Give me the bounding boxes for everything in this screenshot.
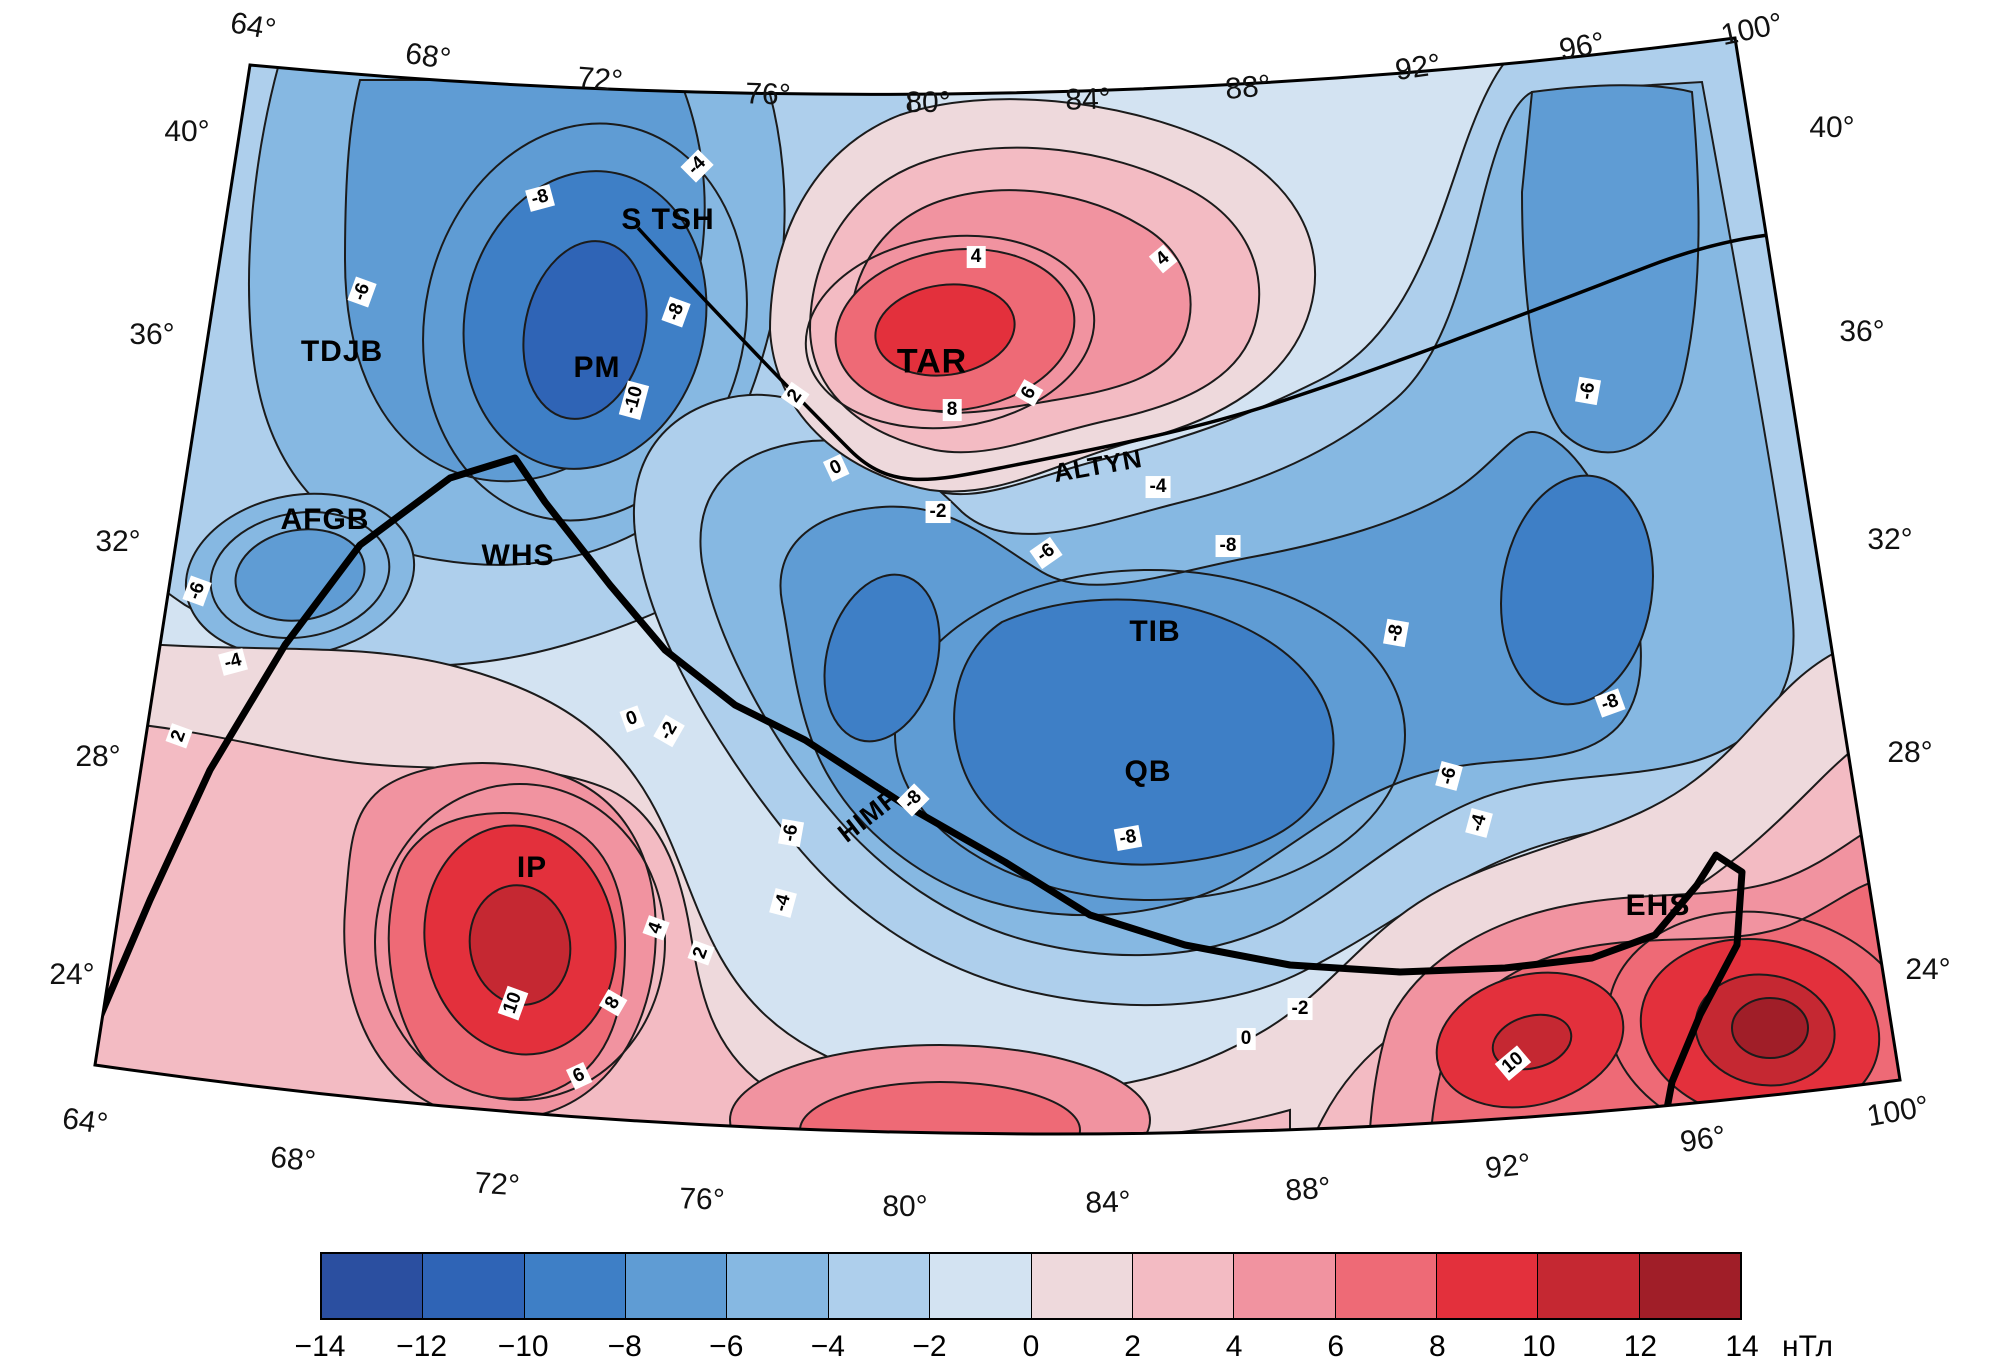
colorbar-cell [626,1254,728,1318]
colorbar [320,1252,1742,1320]
colorbar-cell [1538,1254,1640,1318]
colorbar-cell [524,1254,627,1318]
colorbar-tick-label: 0 [1022,1330,1040,1363]
colorbar-tick-label: 10 [1522,1330,1556,1363]
colorbar-tick-label: −2 [912,1330,947,1363]
colorbar-cell [727,1254,829,1318]
west-low-blob [823,573,941,743]
anomaly-map-svg [93,36,1902,1136]
tar-high-core-8 [874,283,1016,377]
ehs-east-core-12 [1731,997,1809,1059]
contour-field [95,38,1900,1134]
colorbar-tick-label: 12 [1623,1330,1658,1363]
main-fault-line [95,454,1746,1134]
left-edge-pink-bulge [95,249,176,441]
qb-contour-ring [894,569,1406,901]
right-low-core [1500,474,1654,706]
pm-contour-ring [422,122,748,522]
colorbar-cell [828,1254,931,1318]
pm-low-core-m12 [522,240,648,420]
colorbar-cell [1436,1254,1539,1318]
colorbar-cell [1234,1254,1336,1318]
map-outline [93,36,1902,1136]
colorbar-tick-label: −4 [810,1330,845,1363]
colorbar-cell [322,1254,424,1318]
colorbar-tick-label: 2 [1124,1330,1141,1363]
colorbar-tick-label: −6 [709,1330,744,1363]
colorbar-cell [1031,1254,1133,1318]
colorbar-tick-label: 6 [1327,1330,1345,1363]
colorbar-ticks: −14 −12 −10 −8 −6 −4 −2 0 2 4 6 8 10 12 14 [295,1330,1759,1363]
colorbar-tick-label: −8 [607,1330,642,1363]
tar-contour-ring [804,234,1096,430]
colorbar-tick-label: 8 [1428,1330,1446,1363]
qb-low-core [953,598,1335,866]
colorbar-tick-label: −14 [294,1330,346,1363]
colorbar-cell [1639,1254,1741,1318]
colorbar-tick-label: 14 [1725,1330,1759,1363]
magnetic-anomaly-map: 64° 68° 72° 76° 80° 84° 88° 92° 96° 100° 64° 68° 72°… [49,6,1950,1223]
colorbar-tick-label: 4 [1225,1330,1243,1363]
colorbar-cell [930,1254,1032,1318]
colorbar-tick-label: −12 [396,1330,448,1363]
colorbar-unit-label: нТл [1782,1330,1834,1363]
right-column-low-band [1520,84,1700,454]
colorbar-cell [1335,1254,1437,1318]
ip-high-core-10 [468,884,572,1006]
ip-contour-ring [374,783,666,1101]
colorbar-tick-label: −10 [497,1330,549,1363]
colorbar-cell [423,1254,525,1318]
colorbar-cell [1132,1254,1235,1318]
